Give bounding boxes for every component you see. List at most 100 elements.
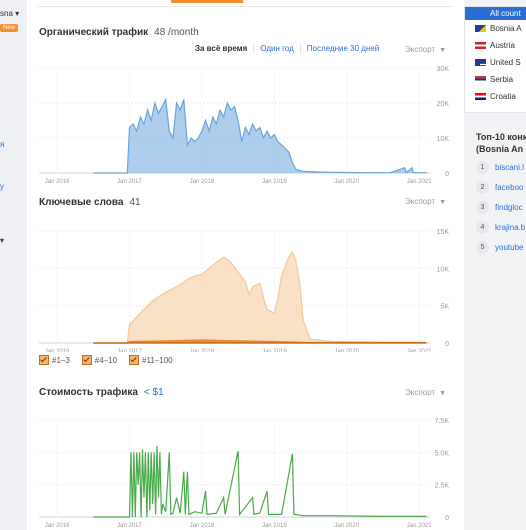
x-tick-label: Jan 2020 [334, 179, 359, 185]
series-line [93, 97, 427, 174]
x-tick-label: Jan 2016 [45, 179, 70, 185]
organic-export-button[interactable]: Экспорт ▼ [405, 45, 446, 54]
keywords-label: Ключевые слова [39, 197, 124, 208]
keywords-chart: 15K 10K 5K 0 Jan 2016 Jan 2017 Jan 2018 Jan 201… [39, 229, 450, 352]
sidebar-link-1[interactable]: я [0, 140, 5, 149]
x-tick-label: Jan 2017 [117, 179, 142, 185]
rank-badge: 4 [476, 220, 489, 234]
top10-title: Топ-10 конк (Bosnia An [476, 131, 526, 155]
x-tick-label: Jan 2020 [334, 523, 359, 529]
country-row-us[interactable]: United S [465, 54, 526, 71]
series-line [93, 445, 427, 518]
date-range-selector: За всё время Один год Последние 30 дней [189, 44, 385, 53]
sidebar-link-2[interactable]: у [0, 182, 4, 191]
checkbox-icon[interactable] [39, 355, 49, 365]
x-tick-label: Jan 2019 [262, 523, 287, 529]
cost-export-button[interactable]: Экспорт ▼ [405, 388, 446, 397]
y-tick-label: 5.0K [435, 450, 450, 457]
x-tick-label: Jan 2018 [190, 179, 215, 185]
y-tick-label: 2.5K [435, 483, 450, 490]
flag-us-icon [475, 59, 486, 66]
competitor-link[interactable]: faceboo [495, 182, 524, 192]
export-label: Экспорт [405, 45, 436, 54]
x-tick-label: Jan 2018 [190, 523, 215, 529]
top10-title-line1: Топ-10 конк [476, 132, 526, 142]
traffic-cost-chart: 7.5K 5.0K 2.5K 0 Jan 2016 Jan 2017 Jan 2018 Jan… [39, 418, 450, 529]
y-tick-label: 30K [437, 66, 450, 73]
flag-austria-icon [475, 42, 486, 49]
all-countries-tab[interactable]: All count [465, 7, 526, 20]
y-tick-label: 20K [437, 101, 450, 108]
x-tick-label: Jan 2016 [45, 349, 70, 352]
rank-badge: 3 [476, 200, 489, 214]
organic-traffic-value: 48 /month [154, 27, 199, 38]
traffic-cost-value[interactable]: < $1 [143, 387, 164, 398]
country-row-croatia[interactable]: Croatia [465, 88, 526, 105]
organic-traffic-chart: 30K 20K 10K 0 Jan 2016 Jan 2017 Jan 2018 Jan 20… [39, 66, 450, 185]
traffic-cost-label: Стоимость трафика [39, 387, 138, 398]
legend-item-top3[interactable]: #1–3 [39, 355, 70, 365]
range-all-time[interactable]: За всё время [189, 44, 255, 53]
x-tick-label: Jan 2016 [45, 523, 70, 529]
checkbox-icon[interactable] [81, 355, 92, 365]
sidebar-caret[interactable]: ▾ [0, 236, 5, 245]
range-one-year[interactable]: Один год [254, 44, 301, 53]
keywords-export-button[interactable]: Экспорт ▼ [405, 197, 446, 206]
country-name: Austria [490, 41, 515, 50]
list-item[interactable]: 4 krajina.b [476, 217, 525, 237]
active-tab-indicator [171, 0, 243, 3]
list-item[interactable]: 3 findgloc [476, 197, 525, 217]
export-label: Экспорт [405, 388, 436, 397]
country-name: Bosnia A [490, 24, 522, 33]
legend-item-top100[interactable]: #11–100 [129, 355, 173, 365]
keywords-title: Ключевые слова 41 [39, 197, 141, 208]
competitor-link[interactable]: youtube [495, 242, 524, 252]
competitor-link[interactable]: biscani.l [495, 162, 524, 172]
top10-list: 1 biscani.l 2 faceboo 3 findgloc 4 krajina.b… [476, 157, 525, 257]
y-tick-label: 15K [437, 229, 450, 236]
chevron-down-icon: ▼ [439, 199, 446, 206]
series-area [93, 251, 427, 343]
competitor-link[interactable]: findgloc [495, 202, 523, 212]
x-tick-label: Jan 2017 [117, 523, 142, 529]
organic-traffic-title: Органический трафик 48 /month [39, 27, 199, 38]
traffic-cost-title: Стоимость трафика < $1 [39, 387, 164, 398]
main-panel: Органический трафик 48 /month За всё врем… [27, 0, 464, 530]
x-tick-label: Jan 2018 [190, 349, 215, 352]
flag-bosnia-icon [475, 25, 486, 32]
country-row-bosnia[interactable]: Bosnia A [465, 20, 526, 37]
y-tick-label: 10K [437, 136, 450, 143]
list-item[interactable]: 1 biscani.l [476, 157, 525, 177]
legend-item-top10[interactable]: #4–10 [81, 355, 118, 365]
x-tick-label: Jan 2017 [117, 349, 142, 352]
country-name: United S [490, 58, 521, 67]
keywords-value: 41 [129, 197, 141, 208]
country-list: All count Bosnia A Austria United S Serb… [464, 6, 526, 113]
keywords-legend: #1–3 #4–10 #11–100 [39, 355, 185, 365]
flag-serbia-icon [475, 76, 486, 83]
list-item[interactable]: 2 faceboo [476, 177, 525, 197]
country-row-serbia[interactable]: Serbia [465, 71, 526, 88]
series-area [93, 99, 427, 173]
x-tick-label: Jan 2021 [407, 523, 432, 529]
top10-title-line2: (Bosnia An [476, 144, 524, 154]
x-tick-label: Jan 2021 [407, 349, 432, 352]
export-label: Экспорт [405, 197, 436, 206]
y-tick-label: 0 [445, 341, 449, 348]
range-30-days[interactable]: Последние 30 дней [306, 44, 380, 53]
chevron-down-icon: ▼ [439, 390, 446, 397]
checkbox-icon[interactable] [129, 355, 140, 365]
x-tick-label: Jan 2019 [262, 349, 287, 352]
competitor-link[interactable]: krajina.b [495, 222, 526, 232]
x-tick-label: Jan 2020 [334, 349, 359, 352]
legend-label: #11–100 [142, 355, 173, 365]
divider [37, 6, 454, 7]
series-line [93, 250, 427, 344]
country-row-austria[interactable]: Austria [465, 37, 526, 54]
y-tick-label: 7.5K [435, 418, 450, 425]
x-tick-label: Jan 2019 [262, 179, 287, 185]
legend-label: #4–10 [94, 355, 118, 365]
list-item[interactable]: 5 youtube [476, 237, 525, 257]
y-tick-label: 10K [437, 266, 450, 273]
project-selector[interactable]: sna ▾ [0, 9, 20, 18]
